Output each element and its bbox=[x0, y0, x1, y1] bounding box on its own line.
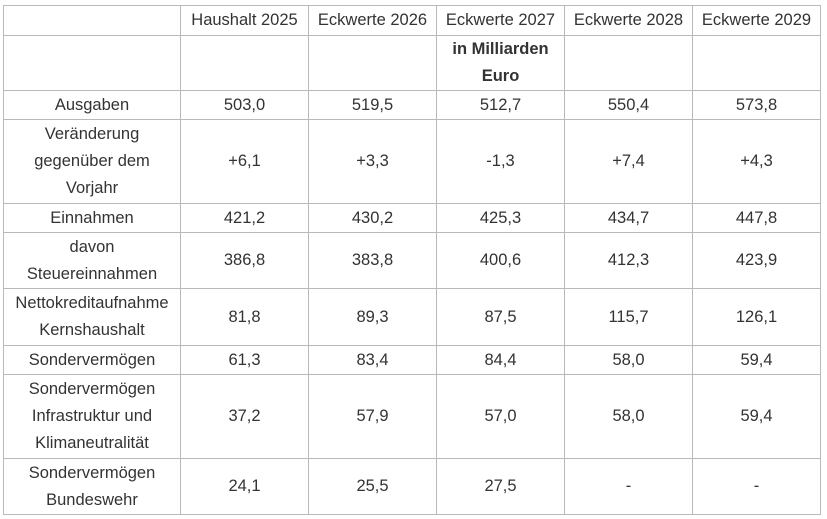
table-row: Ausgaben 503,0 519,5 512,7 550,4 573,8 bbox=[3, 90, 821, 120]
table-row: Nettokreditaufnahme Kernshaushalt 81,8 89,3… bbox=[3, 288, 821, 346]
value-cell: 27,5 bbox=[436, 458, 565, 515]
table-row: davon Steuereinnahmen 386,8 383,8 400,6 412,3… bbox=[3, 232, 821, 289]
value-cell: 512,7 bbox=[436, 90, 565, 120]
value-cell: 58,0 bbox=[564, 374, 693, 459]
row-label-line: Sondervermögen bbox=[28, 350, 156, 369]
unit-cell-empty bbox=[308, 35, 437, 91]
value-cell: 423,9 bbox=[692, 232, 821, 289]
value-cell: 430,2 bbox=[308, 203, 437, 233]
value-cell: 83,4 bbox=[308, 345, 437, 375]
header-row: Haushalt 2025 Eckwerte 2026 Eckwerte 202… bbox=[3, 5, 821, 36]
value-cell: 58,0 bbox=[564, 345, 693, 375]
header-cell-eckwerte-2028: Eckwerte 2028 bbox=[564, 5, 693, 36]
value-cell: 519,5 bbox=[308, 90, 437, 120]
value-cell: -1,3 bbox=[436, 119, 565, 204]
row-label-line: Kernshaushalt bbox=[39, 321, 145, 339]
value-cell: 503,0 bbox=[180, 90, 309, 120]
row-label-line: Infrastruktur und bbox=[31, 407, 153, 425]
value-cell: 37,2 bbox=[180, 374, 309, 459]
value-cell: +7,4 bbox=[564, 119, 693, 204]
table-row: Veränderung gegenüber dem Vorjahr +6,1 +3,3-… bbox=[3, 119, 821, 204]
value-cell: 447,8 bbox=[692, 203, 821, 233]
unit-cell-empty bbox=[180, 35, 309, 91]
row-label-cell: Veränderung gegenüber dem Vorjahr bbox=[3, 119, 181, 204]
row-label-line: Klimaneutralität bbox=[35, 434, 149, 452]
value-cell: 434,7 bbox=[564, 203, 693, 233]
value-cell: 386,8 bbox=[180, 232, 309, 289]
value-cell: - bbox=[692, 458, 821, 515]
value-cell: 89,3 bbox=[308, 288, 437, 346]
value-cell: - bbox=[564, 458, 693, 515]
table-row: Sondervermögen Infrastruktur und Klimaneut… bbox=[3, 374, 821, 459]
value-cell: 115,7 bbox=[564, 288, 693, 346]
row-label-line: Vorjahr bbox=[65, 179, 119, 197]
header-cell-empty bbox=[3, 5, 181, 36]
value-cell: 87,5 bbox=[436, 288, 565, 346]
row-label-line: Bundeswehr bbox=[46, 490, 138, 509]
value-cell: 550,4 bbox=[564, 90, 693, 120]
row-label-line: Sondervermögen bbox=[28, 380, 156, 398]
header-cell-eckwerte-2029: Eckwerte 2029 bbox=[692, 5, 821, 36]
value-cell: 84,4 bbox=[436, 345, 565, 375]
table-row: Einnahmen 421,2 430,2 425,3 434,7 447,8 bbox=[3, 203, 821, 233]
value-cell: 57,9 bbox=[308, 374, 437, 459]
table-row: Sondervermögen 61,3 83,4 84,4 58,0 59,4 bbox=[3, 345, 821, 375]
row-label-cell: Sondervermögen Bundeswehr bbox=[3, 458, 181, 515]
unit-label-line: in Milliarden bbox=[452, 40, 549, 58]
row-label-line: Veränderung bbox=[44, 125, 140, 143]
unit-cell: in Milliarden Euro bbox=[436, 35, 565, 91]
value-cell: 573,8 bbox=[692, 90, 821, 120]
unit-cell-empty bbox=[692, 35, 821, 91]
row-label-cell: Ausgaben bbox=[3, 90, 181, 120]
value-cell: 24,1 bbox=[180, 458, 309, 515]
budget-table-container: Haushalt 2025 Eckwerte 2026 Eckwerte 202… bbox=[3, 5, 821, 515]
value-cell: 59,4 bbox=[692, 374, 821, 459]
row-label-cell: Nettokreditaufnahme Kernshaushalt bbox=[3, 288, 181, 346]
value-cell: 57,0 bbox=[436, 374, 565, 459]
row-label-line: Ausgaben bbox=[54, 95, 130, 114]
unit-row: in Milliarden Euro bbox=[3, 35, 821, 91]
header-cell-eckwerte-2026: Eckwerte 2026 bbox=[308, 5, 437, 36]
value-cell: +3,3 bbox=[308, 119, 437, 204]
row-label-line: Einnahmen bbox=[50, 208, 134, 227]
value-cell: 421,2 bbox=[180, 203, 309, 233]
row-label-cell: davon Steuereinnahmen bbox=[3, 232, 181, 289]
value-cell: +4,3 bbox=[692, 119, 821, 204]
unit-cell-empty bbox=[3, 35, 181, 91]
row-label-cell: Sondervermögen bbox=[3, 345, 181, 375]
unit-cell-empty bbox=[564, 35, 693, 91]
value-cell: 383,8 bbox=[308, 232, 437, 289]
row-label-line: gegenüber dem bbox=[34, 152, 150, 170]
value-cell: 81,8 bbox=[180, 288, 309, 346]
unit-label-line: Euro bbox=[481, 67, 520, 85]
row-label-cell: Sondervermögen Infrastruktur und Klimaneut… bbox=[3, 374, 181, 459]
row-label-line: Steuereinnahmen bbox=[26, 264, 158, 283]
value-cell: 61,3 bbox=[180, 345, 309, 375]
value-cell: 400,6 bbox=[436, 232, 565, 289]
row-label-line: Nettokreditaufnahme bbox=[15, 294, 169, 312]
header-cell-eckwerte-2027: Eckwerte 2027 bbox=[436, 5, 565, 36]
value-cell: 126,1 bbox=[692, 288, 821, 346]
value-cell: +6,1 bbox=[180, 119, 309, 204]
data-rows: Ausgaben 503,0 519,5 512,7 550,4 573,8 Verände… bbox=[3, 90, 821, 515]
budget-table: Haushalt 2025 Eckwerte 2026 Eckwerte 202… bbox=[3, 5, 821, 515]
value-cell: 59,4 bbox=[692, 345, 821, 375]
row-label-line: davon bbox=[69, 237, 115, 256]
value-cell: 25,5 bbox=[308, 458, 437, 515]
table-row: Sondervermögen Bundeswehr 24,1 25,5 27,5- - bbox=[3, 458, 821, 515]
row-label-cell: Einnahmen bbox=[3, 203, 181, 233]
row-label-line: Sondervermögen bbox=[28, 463, 156, 482]
value-cell: 412,3 bbox=[564, 232, 693, 289]
header-cell-haushalt-2025: Haushalt 2025 bbox=[180, 5, 309, 36]
value-cell: 425,3 bbox=[436, 203, 565, 233]
